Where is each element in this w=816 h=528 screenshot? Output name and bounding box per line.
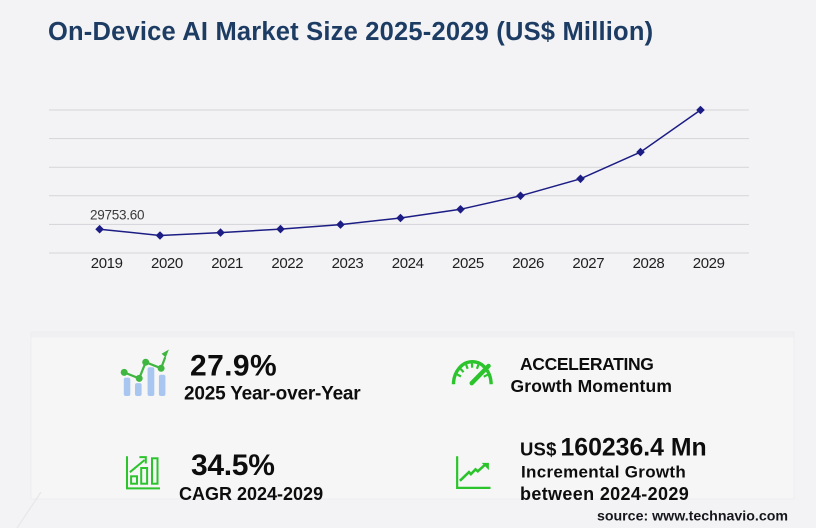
svg-text:2027: 2027 <box>572 255 604 272</box>
svg-text:2025 Year-over-Year: 2025 Year-over-Year <box>184 384 361 405</box>
svg-text:2022: 2022 <box>271 255 303 272</box>
svg-text:Growth Momentum: Growth Momentum <box>511 376 673 396</box>
svg-text:2029: 2029 <box>693 255 725 272</box>
svg-text:2021: 2021 <box>211 255 243 272</box>
svg-text:160236.4 Mn: 160236.4 Mn <box>561 434 707 461</box>
svg-text:2023: 2023 <box>332 255 364 272</box>
svg-text:27.9%: 27.9% <box>190 349 277 382</box>
svg-text:Incremental Growth: Incremental Growth <box>521 463 686 482</box>
svg-text:29753.60: 29753.60 <box>90 208 144 223</box>
svg-text:2026: 2026 <box>512 255 544 272</box>
svg-text:2025: 2025 <box>452 255 484 272</box>
svg-text:CAGR 2024-2029: CAGR 2024-2029 <box>179 484 323 504</box>
svg-text:US$: US$ <box>520 438 557 459</box>
svg-text:2020: 2020 <box>151 255 183 272</box>
svg-text:2019: 2019 <box>91 255 123 272</box>
svg-text:2024: 2024 <box>392 255 424 272</box>
svg-text:between 2024-2029: between 2024-2029 <box>520 484 689 504</box>
svg-text:ACCELERATING: ACCELERATING <box>520 354 654 374</box>
svg-text:source: www.technavio.com: source: www.technavio.com <box>597 509 788 525</box>
svg-text:2028: 2028 <box>633 255 665 272</box>
svg-text:On-Device AI Market Size 2025-: On-Device AI Market Size 2025-2029 (US$ … <box>48 18 653 46</box>
svg-text:34.5%: 34.5% <box>191 449 275 482</box>
